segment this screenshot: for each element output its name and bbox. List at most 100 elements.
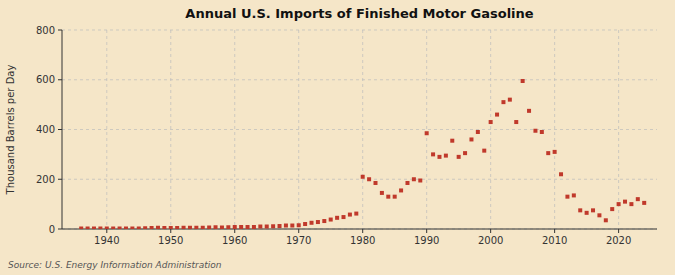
point: [290, 224, 294, 228]
grid-line-x: [170, 30, 171, 229]
point: [508, 98, 512, 102]
point: [431, 152, 435, 156]
point: [92, 227, 96, 229]
point: [98, 227, 102, 229]
point: [450, 139, 454, 143]
grid-line-x: [618, 30, 619, 229]
y-tick: [58, 179, 62, 180]
point: [591, 208, 595, 212]
point: [585, 211, 589, 215]
point: [111, 227, 115, 229]
point: [642, 201, 646, 205]
point: [578, 208, 582, 212]
point: [405, 181, 409, 185]
y-tick-label: 600: [36, 74, 55, 85]
x-tick-label: 1950: [158, 235, 183, 246]
point: [386, 195, 390, 199]
grid-line-x: [298, 30, 299, 229]
point: [348, 213, 352, 217]
x-tick: [618, 229, 619, 233]
y-tick: [58, 129, 62, 130]
y-tick: [58, 229, 62, 230]
point: [527, 109, 531, 113]
x-tick: [490, 229, 491, 233]
point: [610, 207, 614, 211]
point: [489, 120, 493, 124]
point: [604, 218, 608, 222]
point: [623, 200, 627, 204]
point: [354, 212, 358, 216]
point: [380, 191, 384, 195]
point: [553, 150, 557, 154]
point: [393, 195, 397, 199]
point: [297, 223, 301, 227]
y-tick-label: 800: [36, 25, 55, 36]
point: [546, 151, 550, 155]
x-tick: [106, 229, 107, 233]
point: [469, 137, 473, 141]
point: [316, 220, 320, 224]
point: [373, 181, 377, 185]
point: [233, 225, 237, 229]
grid-line-x: [490, 30, 491, 229]
grid-line-x: [234, 30, 235, 229]
point: [265, 225, 269, 229]
grid-line-y: [62, 129, 657, 130]
point: [572, 193, 576, 197]
x-tick: [426, 229, 427, 233]
grid-line-y: [62, 79, 657, 80]
point: [565, 195, 569, 199]
point: [86, 227, 90, 229]
point: [143, 226, 147, 229]
x-tick: [362, 229, 363, 233]
grid-line-x: [362, 30, 363, 229]
x-tick-label: 1960: [222, 235, 247, 246]
point: [207, 226, 211, 229]
point: [79, 227, 83, 229]
point: [271, 224, 275, 228]
x-tick-label: 1990: [414, 235, 439, 246]
ticks: 1940195019601970198019902000201020200200…: [36, 25, 631, 247]
point: [226, 225, 230, 229]
point: [342, 215, 346, 219]
point: [201, 226, 205, 229]
y-tick: [58, 30, 62, 31]
chart: 1940195019601970198019902000201020200200…: [0, 0, 675, 275]
point: [482, 149, 486, 153]
point: [252, 225, 256, 229]
point: [629, 202, 633, 206]
grid-line-x: [554, 30, 555, 229]
point: [220, 226, 224, 229]
point: [495, 113, 499, 117]
point: [162, 226, 166, 229]
x-tick-label: 2020: [606, 235, 631, 246]
y-tick-label: 0: [49, 224, 55, 235]
point: [335, 216, 339, 220]
point: [533, 129, 537, 133]
y-tick-label: 200: [36, 174, 55, 185]
point: [182, 226, 186, 229]
point: [303, 222, 307, 226]
x-tick: [234, 229, 235, 233]
x-tick-label: 1980: [350, 235, 375, 246]
background: [0, 0, 675, 275]
point: [476, 130, 480, 134]
points: [79, 79, 646, 229]
point: [399, 188, 403, 192]
grid-line-x: [106, 30, 107, 229]
y-tick-label: 400: [36, 124, 55, 135]
point: [418, 178, 422, 182]
point: [597, 213, 601, 217]
point: [284, 224, 288, 228]
point: [559, 172, 563, 176]
point: [239, 225, 243, 229]
y-tick: [58, 79, 62, 80]
y-axis-label: Thousand Barrels per Day: [5, 65, 16, 196]
point: [425, 131, 429, 135]
point: [258, 225, 262, 229]
point: [188, 226, 192, 229]
x-tick-label: 2010: [542, 235, 567, 246]
point: [175, 226, 179, 229]
x-tick-label: 1970: [286, 235, 311, 246]
point: [105, 227, 109, 229]
